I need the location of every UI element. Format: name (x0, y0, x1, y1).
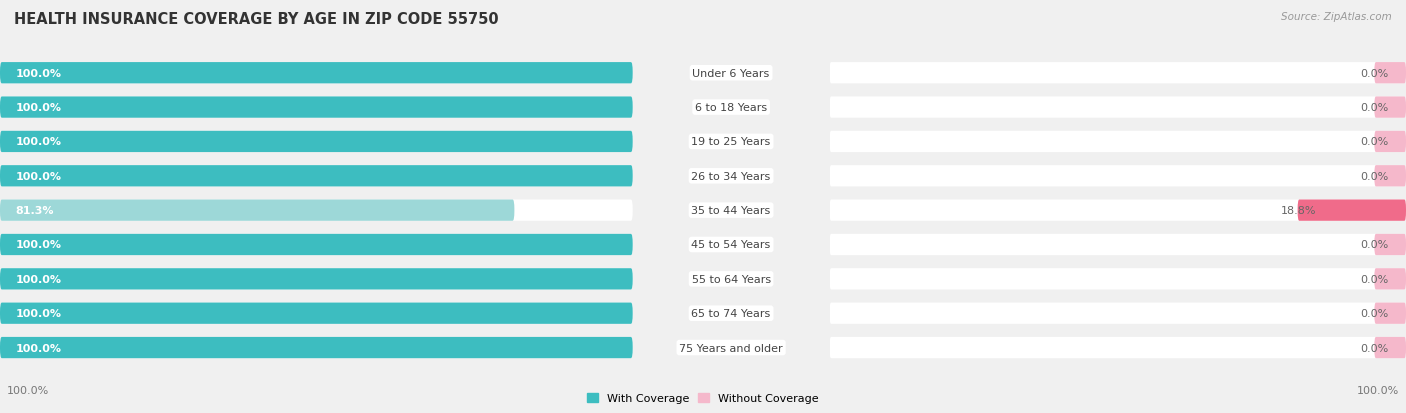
Text: 0.0%: 0.0% (1360, 69, 1388, 78)
Text: 18.8%: 18.8% (1281, 206, 1316, 216)
Text: 0.0%: 0.0% (1360, 240, 1388, 250)
Text: 100.0%: 100.0% (15, 309, 62, 318)
Text: 0.0%: 0.0% (1360, 137, 1388, 147)
FancyBboxPatch shape (0, 97, 633, 119)
FancyBboxPatch shape (0, 234, 633, 256)
Text: Under 6 Years: Under 6 Years (693, 69, 769, 78)
Text: 0.0%: 0.0% (1360, 309, 1388, 318)
Text: 75 Years and older: 75 Years and older (679, 343, 783, 353)
FancyBboxPatch shape (0, 131, 633, 153)
FancyBboxPatch shape (0, 268, 633, 290)
FancyBboxPatch shape (0, 200, 633, 221)
FancyBboxPatch shape (830, 131, 1406, 153)
FancyBboxPatch shape (830, 200, 1406, 221)
FancyBboxPatch shape (830, 268, 1406, 290)
Text: 0.0%: 0.0% (1360, 103, 1388, 113)
Text: 35 to 44 Years: 35 to 44 Years (692, 206, 770, 216)
Text: 100.0%: 100.0% (15, 103, 62, 113)
Text: 81.3%: 81.3% (15, 206, 55, 216)
FancyBboxPatch shape (0, 97, 633, 119)
FancyBboxPatch shape (0, 63, 633, 84)
FancyBboxPatch shape (830, 234, 1406, 256)
Text: 100.0%: 100.0% (15, 171, 62, 181)
FancyBboxPatch shape (1374, 131, 1406, 153)
FancyBboxPatch shape (1374, 234, 1406, 256)
FancyBboxPatch shape (1374, 303, 1406, 324)
Text: 100.0%: 100.0% (15, 69, 62, 78)
FancyBboxPatch shape (0, 303, 633, 324)
Text: 0.0%: 0.0% (1360, 171, 1388, 181)
FancyBboxPatch shape (830, 63, 1406, 84)
FancyBboxPatch shape (830, 97, 1406, 119)
FancyBboxPatch shape (0, 268, 633, 290)
Text: HEALTH INSURANCE COVERAGE BY AGE IN ZIP CODE 55750: HEALTH INSURANCE COVERAGE BY AGE IN ZIP … (14, 12, 499, 27)
Text: 26 to 34 Years: 26 to 34 Years (692, 171, 770, 181)
FancyBboxPatch shape (0, 303, 633, 324)
Text: 65 to 74 Years: 65 to 74 Years (692, 309, 770, 318)
FancyBboxPatch shape (0, 234, 633, 256)
FancyBboxPatch shape (1374, 166, 1406, 187)
Text: 100.0%: 100.0% (15, 137, 62, 147)
FancyBboxPatch shape (0, 63, 633, 84)
Text: 100.0%: 100.0% (1357, 385, 1399, 395)
FancyBboxPatch shape (1374, 268, 1406, 290)
Text: 19 to 25 Years: 19 to 25 Years (692, 137, 770, 147)
Text: 100.0%: 100.0% (15, 240, 62, 250)
Text: 6 to 18 Years: 6 to 18 Years (695, 103, 768, 113)
FancyBboxPatch shape (0, 337, 633, 358)
FancyBboxPatch shape (1374, 63, 1406, 84)
FancyBboxPatch shape (0, 166, 633, 187)
Text: 55 to 64 Years: 55 to 64 Years (692, 274, 770, 284)
FancyBboxPatch shape (830, 337, 1406, 358)
FancyBboxPatch shape (830, 303, 1406, 324)
Text: 0.0%: 0.0% (1360, 274, 1388, 284)
FancyBboxPatch shape (1374, 97, 1406, 119)
FancyBboxPatch shape (0, 337, 633, 358)
FancyBboxPatch shape (1298, 200, 1406, 221)
FancyBboxPatch shape (0, 131, 633, 153)
Text: 0.0%: 0.0% (1360, 343, 1388, 353)
FancyBboxPatch shape (830, 166, 1406, 187)
FancyBboxPatch shape (0, 166, 633, 187)
FancyBboxPatch shape (0, 200, 515, 221)
Text: 100.0%: 100.0% (15, 274, 62, 284)
FancyBboxPatch shape (1374, 337, 1406, 358)
Text: 45 to 54 Years: 45 to 54 Years (692, 240, 770, 250)
Text: Source: ZipAtlas.com: Source: ZipAtlas.com (1281, 12, 1392, 22)
Text: 100.0%: 100.0% (15, 343, 62, 353)
Text: 100.0%: 100.0% (7, 385, 49, 395)
Legend: With Coverage, Without Coverage: With Coverage, Without Coverage (588, 393, 818, 404)
